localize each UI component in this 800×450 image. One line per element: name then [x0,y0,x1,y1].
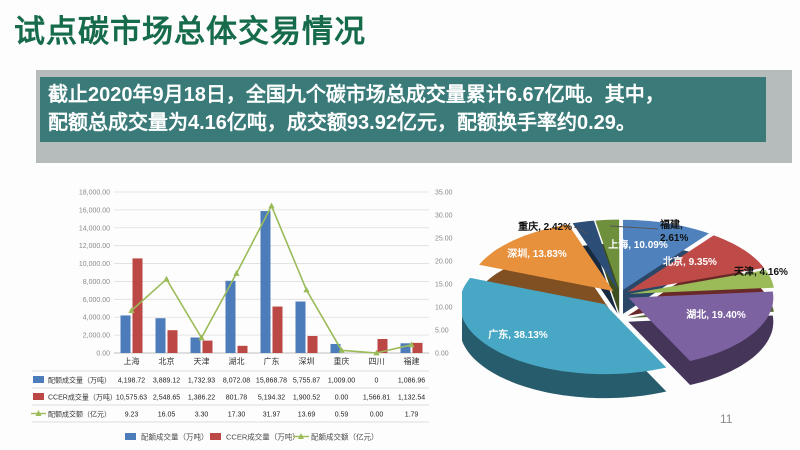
svg-text:5,194.32: 5,194.32 [258,395,285,402]
svg-text:15,868.78: 15,868.78 [256,378,287,385]
svg-text:4,198.72: 4,198.72 [118,378,145,385]
svg-text:CCER成交量（万吨）: CCER成交量（万吨） [226,432,300,442]
svg-text:16,000.00: 16,000.00 [79,207,110,214]
svg-text:配额成交量（万吨）: 配额成交量（万吨） [141,432,209,442]
svg-text:0.59: 0.59 [335,412,349,419]
svg-text:上海: 上海 [124,356,140,366]
page-number: 11 [720,412,733,426]
svg-text:0.00: 0.00 [96,351,110,358]
svg-text:10.00: 10.00 [435,305,453,312]
svg-text:上海, 10.09%: 上海, 10.09% [608,238,668,251]
svg-text:2,548.65: 2,548.65 [153,395,180,402]
svg-text:天津, 4.16%: 天津, 4.16% [734,265,788,278]
svg-text:深圳, 13.83%: 深圳, 13.83% [507,247,567,260]
svg-text:福建: 福建 [404,356,420,366]
svg-text:深圳: 深圳 [299,356,315,366]
svg-text:1.79: 1.79 [405,412,419,419]
allowance-share-3d-pie-chart: 上海, 10.09% 北京, 9.35% 天津, 4.16% 湖北, 19.40% 广东… [462,218,788,399]
svg-text:8,072.08: 8,072.08 [223,378,250,385]
svg-text:配额成交量（万吨）: 配额成交量（万吨） [48,376,111,385]
svg-text:10,575.63: 10,575.63 [116,395,147,402]
svg-text:CCER成交量（万吨）: CCER成交量（万吨） [48,393,117,402]
allowance-ccer-combo-chart: 18,000.00 16,000.00 14,000.00 12,000.00 10,0… [31,190,453,442]
svg-text:天津: 天津 [194,356,210,366]
svg-text:北京: 北京 [159,356,175,366]
svg-text:8,000.00: 8,000.00 [83,279,110,286]
svg-text:16.05: 16.05 [158,412,176,419]
svg-text:5,755.87: 5,755.87 [293,378,320,385]
svg-text:3,889.12: 3,889.12 [153,378,180,385]
svg-text:配额成交额（亿元）: 配额成交额（亿元） [311,432,379,442]
svg-text:0.00: 0.00 [335,395,349,402]
svg-text:重庆: 重庆 [334,356,350,366]
svg-text:1,732.93: 1,732.93 [188,378,215,385]
svg-text:1,132.54: 1,132.54 [398,395,425,402]
svg-text:北京, 9.35%: 北京, 9.35% [663,255,717,268]
svg-text:801.78: 801.78 [226,395,248,402]
summary-box-shadow: 截止2020年9月18日，全国九个碳市场总成交量累计6.67亿吨。其中， 配额总… [36,70,792,163]
svg-text:1,386.22: 1,386.22 [188,395,215,402]
svg-text:35.00: 35.00 [435,190,453,197]
svg-text:2.61%: 2.61% [660,233,688,244]
svg-text:1,566.81: 1,566.81 [363,395,390,402]
svg-text:广东: 广东 [264,356,280,366]
svg-text:0.00: 0.00 [370,412,384,419]
svg-text:14,000.00: 14,000.00 [79,225,110,232]
svg-text:4,000.00: 4,000.00 [83,315,110,322]
svg-text:18,000.00: 18,000.00 [79,190,110,197]
svg-text:湖北: 湖北 [229,357,245,366]
svg-text:0: 0 [375,378,379,385]
svg-text:25.00: 25.00 [435,236,453,243]
svg-text:3.30: 3.30 [195,412,209,419]
svg-text:配额成交额（亿元）: 配额成交额（亿元） [48,410,111,419]
svg-text:12,000.00: 12,000.00 [79,243,110,250]
svg-text:重庆, 2.42%: 重庆, 2.42% [518,220,572,233]
svg-text:17.30: 17.30 [228,412,246,419]
svg-text:30.00: 30.00 [435,213,453,220]
svg-text:福建,: 福建, [659,218,683,231]
svg-text:20.00: 20.00 [435,259,453,266]
summary-box: 截止2020年9月18日，全国九个碳市场总成交量累计6.67亿吨。其中， 配额总… [40,77,766,142]
svg-text:13.69: 13.69 [298,412,316,419]
svg-text:1,900.52: 1,900.52 [293,395,320,402]
svg-text:31.97: 31.97 [263,412,281,419]
svg-text:9.23: 9.23 [125,412,139,419]
summary-line-2: 配额总成交量为4.16亿吨，成交额93.92亿元，配额换手率约0.29。 [48,112,636,134]
svg-text:5.00: 5.00 [435,328,449,335]
summary-line-1: 截止2020年9月18日，全国九个碳市场总成交量累计6.67亿吨。其中， [48,84,665,106]
svg-text:1,009.00: 1,009.00 [328,378,355,385]
svg-text:10,000.00: 10,000.00 [79,261,110,268]
svg-text:0.00: 0.00 [435,351,449,358]
svg-text:湖北, 19.40%: 湖北, 19.40% [686,308,746,321]
svg-text:6,000.00: 6,000.00 [83,297,110,304]
svg-text:1,086.96: 1,086.96 [398,378,425,385]
svg-text:广东, 38.13%: 广东, 38.13% [488,328,548,341]
svg-text:四川: 四川 [369,357,385,366]
slide-title: 试点碳市场总体交易情况 [14,14,366,49]
svg-text:15.00: 15.00 [435,282,453,289]
svg-text:2,000.00: 2,000.00 [83,333,110,340]
